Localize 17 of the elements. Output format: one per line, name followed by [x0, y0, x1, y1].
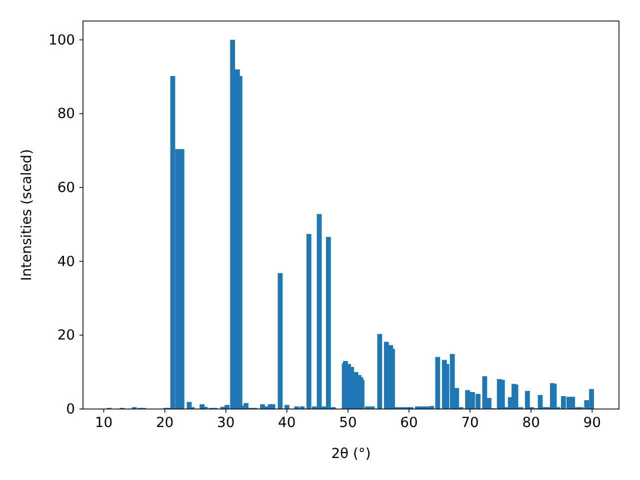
x-tick-label: 40 — [278, 414, 296, 431]
x-tick-label: 90 — [583, 414, 601, 431]
x-tick-label: 30 — [217, 414, 235, 431]
x-tick-label: 80 — [522, 414, 540, 431]
y-tick-label: 20 — [57, 328, 75, 344]
x-tick-label: 70 — [461, 414, 479, 431]
x-tick-label: 50 — [339, 414, 357, 431]
y-axis-title: Intensities (scaled) — [19, 149, 35, 281]
y-tick-label: 60 — [57, 180, 75, 196]
y-tick-label: 40 — [57, 254, 75, 270]
x-tick-label: 10 — [94, 414, 113, 431]
y-tick-label: 0 — [66, 401, 75, 418]
x-tick-label: 60 — [400, 414, 418, 431]
x-tick-label: 20 — [156, 414, 174, 431]
x-axis-title: 2θ (°) — [331, 446, 371, 462]
y-tick-label: 80 — [57, 106, 75, 122]
y-tick-label: 100 — [48, 32, 75, 48]
